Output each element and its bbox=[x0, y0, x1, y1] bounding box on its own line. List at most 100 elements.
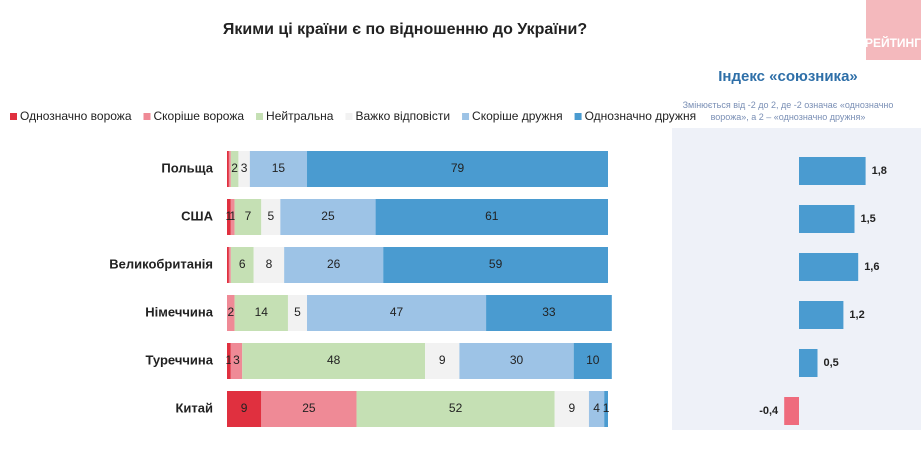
index-title: Індекс «союзника» bbox=[718, 68, 858, 85]
category-label: США bbox=[181, 208, 213, 223]
value-label: 52 bbox=[449, 401, 463, 415]
index-subtitle: Змінюється від -2 до 2, де -2 означає «о… bbox=[682, 100, 894, 122]
value-label: 26 bbox=[327, 257, 341, 271]
value-label: 48 bbox=[327, 353, 341, 367]
bar-segment bbox=[383, 247, 608, 283]
bar-segment bbox=[242, 343, 426, 379]
bar-segment bbox=[375, 199, 608, 235]
value-label: 9 bbox=[439, 353, 446, 367]
value-label: 1 bbox=[603, 401, 610, 415]
value-label: 5 bbox=[294, 305, 301, 319]
value-label: 9 bbox=[241, 401, 248, 415]
value-label: 1 bbox=[226, 209, 233, 223]
category-label: Польща bbox=[161, 160, 213, 175]
bar-segment bbox=[356, 391, 555, 427]
value-label: 8 bbox=[266, 257, 273, 271]
legend-label: Важко відповісти bbox=[355, 109, 450, 123]
value-label: 1,2 bbox=[849, 309, 864, 321]
bar-segment bbox=[249, 151, 308, 187]
bar-segment bbox=[230, 199, 235, 235]
bar-segment bbox=[227, 199, 231, 235]
index-bar bbox=[799, 253, 859, 281]
value-label: 1 bbox=[229, 209, 236, 223]
legend-swatch bbox=[462, 113, 470, 120]
index-bar bbox=[799, 157, 866, 185]
category-label: Німеччина bbox=[145, 304, 213, 319]
index-bar bbox=[784, 397, 799, 425]
bar-segment bbox=[234, 295, 288, 331]
value-label: 79 bbox=[451, 161, 465, 175]
bar-segment bbox=[227, 391, 262, 427]
legend-label: Однозначно дружня bbox=[585, 109, 697, 123]
value-label: 1 bbox=[226, 353, 233, 367]
bar-segment bbox=[227, 151, 229, 187]
value-label: -0,4 bbox=[759, 405, 779, 417]
category-label: Туреччина bbox=[145, 352, 213, 367]
legend-label: Нейтральна bbox=[266, 109, 334, 123]
value-label: 1,6 bbox=[864, 261, 879, 273]
legend-label: Однозначно ворожа bbox=[20, 109, 132, 123]
value-label: 25 bbox=[321, 209, 335, 223]
bar-segment bbox=[307, 151, 608, 187]
value-label: 7 bbox=[245, 209, 252, 223]
value-label: 61 bbox=[485, 209, 499, 223]
bar-segment bbox=[228, 247, 231, 283]
bar-segment bbox=[234, 199, 262, 235]
bar-segment bbox=[227, 247, 229, 283]
bar-segment bbox=[573, 343, 612, 379]
value-label: 6 bbox=[239, 257, 246, 271]
bar-segment bbox=[604, 391, 608, 427]
value-label: 15 bbox=[272, 161, 286, 175]
bar-segment bbox=[459, 343, 574, 379]
value-label: 3 bbox=[233, 353, 240, 367]
bar-segment bbox=[253, 247, 285, 283]
bar-segment bbox=[280, 199, 376, 235]
value-label: 59 bbox=[489, 257, 503, 271]
value-label: 4 bbox=[593, 401, 600, 415]
value-label: 9 bbox=[568, 401, 575, 415]
value-label: 1,5 bbox=[861, 213, 876, 225]
legend-label: Скоріше ворожа bbox=[154, 109, 245, 123]
bar-segment bbox=[227, 343, 231, 379]
index-bar bbox=[799, 205, 855, 233]
bar-segment bbox=[230, 151, 239, 187]
legend-swatch bbox=[574, 113, 582, 120]
index-bar bbox=[799, 301, 844, 329]
bar-segment bbox=[230, 343, 243, 379]
bar-segment bbox=[588, 391, 605, 427]
value-label: 10 bbox=[586, 353, 600, 367]
bar-segment bbox=[554, 391, 589, 427]
bar-segment bbox=[284, 247, 384, 283]
bar-segment bbox=[287, 295, 308, 331]
value-label: 25 bbox=[302, 401, 316, 415]
category-label: Великобританія bbox=[109, 256, 213, 271]
legend-swatch bbox=[10, 113, 17, 120]
category-label: Китай bbox=[175, 400, 213, 415]
bar-segment bbox=[425, 343, 460, 379]
legend-label: Скоріше дружня bbox=[472, 109, 563, 123]
bar-segment bbox=[227, 295, 235, 331]
value-label: 14 bbox=[255, 305, 269, 319]
bar-segment bbox=[307, 295, 487, 331]
legend-swatch bbox=[256, 113, 264, 120]
index-bar bbox=[799, 349, 818, 377]
logo-box bbox=[866, 0, 921, 60]
value-label: 0,5 bbox=[824, 357, 839, 369]
value-label: 30 bbox=[510, 353, 524, 367]
bar-segment bbox=[261, 199, 281, 235]
value-label: 47 bbox=[390, 305, 404, 319]
index-panel bbox=[672, 128, 921, 430]
value-label: 5 bbox=[267, 209, 274, 223]
chart-title: Якими ці країни є по відношенню до Украї… bbox=[223, 21, 587, 38]
legend-swatch bbox=[345, 113, 353, 120]
bar-segment bbox=[230, 247, 254, 283]
logo: РЕЙТИНГ bbox=[865, 35, 921, 50]
legend-swatch bbox=[143, 113, 151, 120]
bar-segment bbox=[228, 151, 231, 187]
value-label: 2 bbox=[231, 161, 238, 175]
bar-segment bbox=[261, 391, 357, 427]
value-label: 2 bbox=[227, 305, 234, 319]
value-label: 3 bbox=[241, 161, 248, 175]
